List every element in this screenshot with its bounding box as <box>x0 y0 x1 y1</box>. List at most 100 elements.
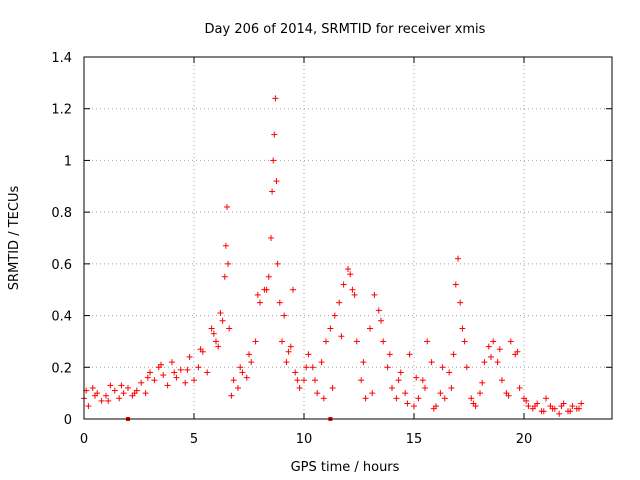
data-point <box>411 403 417 410</box>
data-point <box>499 377 505 384</box>
data-point <box>184 366 191 373</box>
data-point <box>329 384 336 391</box>
data-point <box>393 395 400 402</box>
data-point <box>452 281 459 288</box>
data-point <box>281 312 288 319</box>
data-point <box>327 325 334 332</box>
data-point <box>349 286 356 293</box>
data-point <box>144 374 151 381</box>
data-point <box>567 408 574 415</box>
data-point <box>85 403 92 410</box>
data-point <box>362 395 369 402</box>
data-point <box>274 260 281 267</box>
data-point <box>514 348 521 355</box>
y-tick-label: 1.2 <box>51 103 72 118</box>
data-point <box>406 351 413 358</box>
data-point <box>378 317 384 324</box>
data-point <box>303 364 310 371</box>
data-point <box>336 299 343 306</box>
data-point <box>120 390 127 397</box>
x-tick-label: 5 <box>190 432 198 447</box>
y-tick-label: 0.6 <box>51 258 72 273</box>
data-point <box>446 369 453 376</box>
data-point <box>402 390 409 397</box>
data-point <box>397 369 404 376</box>
data-point <box>358 377 365 384</box>
data-point <box>558 403 565 410</box>
data-point <box>204 369 211 376</box>
data-point <box>309 364 316 371</box>
data-point <box>248 359 255 366</box>
data-point <box>479 379 486 386</box>
data-point <box>384 364 391 371</box>
data-point <box>375 307 382 314</box>
data-point <box>532 403 538 410</box>
data-point <box>318 359 325 366</box>
data-point <box>459 325 466 332</box>
plot-frame <box>83 56 613 420</box>
data-point <box>419 377 426 384</box>
data-point <box>116 395 123 402</box>
data-point <box>246 351 252 358</box>
x-tick-label: 10 <box>296 432 313 447</box>
data-point <box>441 395 448 402</box>
tick-labels: 0 0.2 0.4 0.6 0.8 1 1.2 1.4 0 5 10 15 20 <box>51 51 532 447</box>
data-point <box>523 397 530 404</box>
data-point <box>230 377 237 384</box>
data-point <box>111 387 118 394</box>
data-point <box>169 359 175 366</box>
data-point <box>265 273 272 280</box>
data-point <box>312 377 318 384</box>
data-point <box>305 351 312 358</box>
data-point <box>147 369 153 376</box>
x-tick-label: 20 <box>516 432 533 447</box>
data-point <box>404 400 411 407</box>
data-point <box>208 325 215 332</box>
data-point <box>338 333 345 340</box>
data-point <box>345 266 351 273</box>
data-point <box>320 395 327 402</box>
data-point <box>314 390 321 397</box>
data-point <box>105 397 112 404</box>
data-point <box>422 384 428 391</box>
data-point <box>171 369 178 376</box>
data-point <box>543 395 549 402</box>
data-point <box>380 338 387 345</box>
data-point <box>351 291 358 298</box>
data-point <box>272 95 279 102</box>
x-tick-label: 0 <box>80 432 88 447</box>
data-point <box>494 359 501 366</box>
data-point <box>268 235 274 241</box>
data-point <box>347 271 354 278</box>
data-point <box>151 377 158 384</box>
data-point <box>430 405 437 412</box>
data-point <box>270 157 277 164</box>
x-axis-label: GPS time / hours <box>291 460 400 475</box>
data-point <box>182 379 189 386</box>
data-point <box>269 188 276 195</box>
data-point <box>507 338 514 345</box>
data-point <box>213 338 219 345</box>
data-point <box>283 359 290 366</box>
y-axis-label: SRMTID / TECUs <box>7 186 22 291</box>
data-point <box>138 379 145 386</box>
data-point <box>279 338 285 345</box>
data-point <box>290 286 296 293</box>
data-point <box>287 343 294 350</box>
data-point <box>243 374 250 381</box>
data-point <box>292 369 299 376</box>
data-point <box>516 384 523 391</box>
data-point <box>371 291 378 298</box>
data-point <box>439 364 446 371</box>
data-point <box>217 309 224 316</box>
data-point <box>428 359 435 366</box>
data-point <box>98 397 105 404</box>
y-tick-label: 1 <box>64 154 72 169</box>
data-point <box>450 351 457 358</box>
data-point <box>224 203 230 210</box>
data-point <box>331 312 338 319</box>
data-point <box>463 364 470 371</box>
data-point <box>490 338 497 345</box>
data-point <box>158 361 164 368</box>
